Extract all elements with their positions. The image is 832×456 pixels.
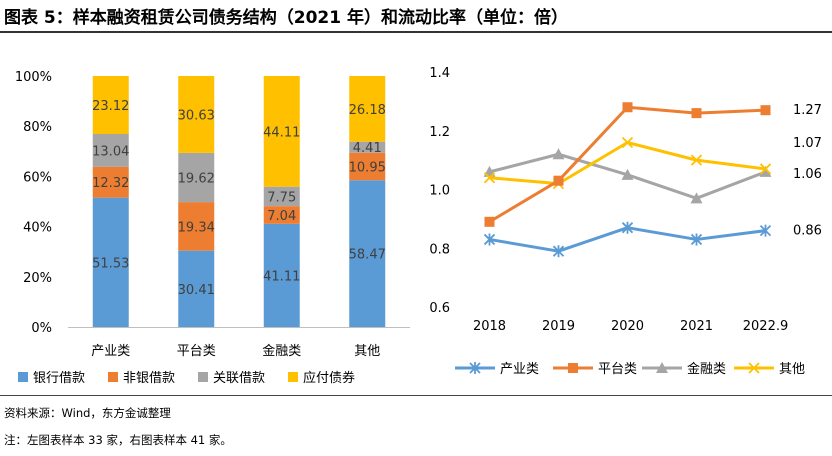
bar-y-tick-label: 0% <box>31 321 52 336</box>
bar-segment <box>349 152 386 181</box>
bar-segment <box>263 223 300 327</box>
bar-segment <box>349 180 386 327</box>
line-x-tick-label: 2020 <box>611 319 644 334</box>
legend-label: 平台类 <box>598 362 637 377</box>
figure-title: 图表 5：样本融资租赁公司债务结构（2021 年）和流动比率（单位：倍） <box>4 8 568 28</box>
bar-data-label: 23.12 <box>92 99 129 114</box>
bar-data-label: 4.41 <box>353 141 382 156</box>
bar-data-label: 10.95 <box>349 160 386 175</box>
legend-label: 关联借款 <box>213 371 265 386</box>
legend-swatch <box>108 372 118 382</box>
line-marker-square <box>760 105 771 116</box>
line-y-tick-label: 1.2 <box>429 125 450 140</box>
bar-data-label: 44.11 <box>263 125 300 140</box>
bar-segment <box>349 75 386 142</box>
line-marker-triangle <box>621 168 634 180</box>
bar-segment <box>263 75 300 187</box>
legend-label: 应付债券 <box>303 370 355 386</box>
line-marker-asterisk <box>483 233 496 246</box>
bar-segment <box>178 202 215 251</box>
bar-data-label: 19.62 <box>178 172 215 187</box>
bar-y-tick-label: 40% <box>23 221 52 236</box>
bar-segment <box>92 197 129 327</box>
source-note: 资料来源：Wind，东方金诚整理 <box>4 406 171 420</box>
bar-data-label: 13.04 <box>92 144 129 159</box>
bar-y-tick-label: 100% <box>15 70 52 85</box>
line-y-tick-label: 0.6 <box>429 301 450 316</box>
bar-segment <box>92 75 129 135</box>
legend-label: 其他 <box>779 362 805 377</box>
line-marker-triangle <box>656 362 668 373</box>
title-rule <box>0 31 832 33</box>
bar-y-tick-label: 60% <box>23 170 52 185</box>
legend-swatch <box>18 372 28 382</box>
line-marker-x <box>621 136 634 149</box>
bar-segment <box>263 206 300 224</box>
line-marker-asterisk <box>469 362 481 374</box>
line-marker-square <box>691 108 702 119</box>
line-y-tick-label: 1.0 <box>429 184 450 199</box>
bar-y-tick-label: 80% <box>23 120 52 135</box>
bar-x-tick-label: 其他 <box>354 344 380 359</box>
line-marker-triangle <box>690 192 703 204</box>
line-x-tick-label: 2022.9 <box>743 319 789 334</box>
line-end-label: 0.86 <box>793 224 822 239</box>
line-marker-x <box>748 362 760 374</box>
legend-label: 银行借款 <box>33 371 85 386</box>
bar-data-label: 12.32 <box>92 176 129 191</box>
legend-swatch <box>288 372 298 382</box>
bar-x-tick-label: 平台类 <box>177 344 216 359</box>
bar-segment <box>92 166 129 198</box>
line-end-label: 1.07 <box>793 136 822 151</box>
line-marker-x <box>759 163 772 175</box>
line-y-tick-label: 1.4 <box>429 66 450 81</box>
bar-y-tick-label: 20% <box>23 271 52 286</box>
line-marker-asterisk <box>690 233 703 246</box>
legend-label: 非银借款 <box>123 371 175 386</box>
line-x-tick-label: 2019 <box>542 319 575 334</box>
bar-segment <box>178 250 215 327</box>
bar-data-label: 7.75 <box>267 190 296 205</box>
line-end-label: 1.06 <box>793 167 822 182</box>
line-marker-triangle <box>759 165 772 177</box>
bar-data-label: 51.53 <box>92 256 129 271</box>
line-x-tick-label: 2021 <box>680 319 713 334</box>
sample-note: 注：左图表样本 33 家，右图表样本 41 家。 <box>4 433 232 447</box>
bar-x-tick-label: 产业类 <box>91 344 130 359</box>
line-marker-square <box>622 102 633 113</box>
legend-label: 金融类 <box>687 361 726 377</box>
line-marker-asterisk <box>552 245 565 258</box>
bar-segment <box>349 141 386 153</box>
line-marker-x <box>690 154 703 166</box>
footer-rule <box>0 395 832 396</box>
bar-x-tick-label: 金融类 <box>262 343 301 359</box>
line-marker-square <box>568 363 578 373</box>
bar-segment <box>178 152 215 203</box>
legend-label: 产业类 <box>500 362 539 377</box>
bar-data-label: 19.34 <box>178 220 215 235</box>
line-marker-x <box>483 172 496 184</box>
line-marker-asterisk <box>621 221 634 234</box>
bar-segment <box>263 186 300 207</box>
line-y-tick-label: 0.8 <box>429 242 450 257</box>
bar-data-label: 30.41 <box>178 283 215 298</box>
bar-segment <box>92 134 129 167</box>
line-x-tick-label: 2018 <box>473 319 506 334</box>
line-marker-asterisk <box>759 224 772 237</box>
line-marker-square <box>484 216 495 227</box>
bar-segment <box>178 76 215 153</box>
bar-data-label: 26.18 <box>349 103 386 118</box>
line-end-label: 1.27 <box>793 103 822 118</box>
bar-data-label: 58.47 <box>349 248 386 263</box>
legend-swatch <box>198 372 208 382</box>
line-marker-square <box>553 175 564 186</box>
line-marker-triangle <box>552 148 565 160</box>
bar-data-label: 41.11 <box>263 269 300 284</box>
bar-data-label: 7.04 <box>267 209 296 224</box>
bar-data-label: 30.63 <box>178 108 215 123</box>
